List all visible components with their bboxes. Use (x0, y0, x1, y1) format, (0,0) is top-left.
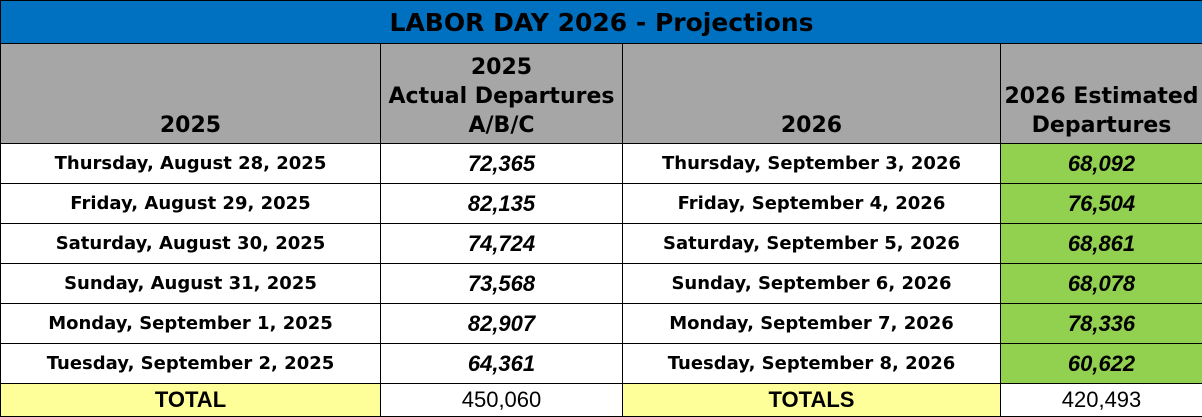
date-cell: Friday, September 4, 2026 (623, 184, 1001, 224)
total-label: TOTAL (1, 384, 381, 417)
date-cell: Monday, September 7, 2026 (623, 304, 1001, 344)
date-cell: Thursday, September 3, 2026 (623, 144, 1001, 184)
header-line: 2025 (381, 53, 622, 82)
table-title: LABOR DAY 2026 - Projections (1, 1, 1202, 44)
departures-cell: 76,504 (1001, 184, 1202, 224)
header-cell: 2025 (1, 44, 381, 144)
total-value: 420,493 (1001, 384, 1202, 417)
departures-cell: 72,365 (381, 144, 623, 184)
date-cell: Monday, September 1, 2025 (1, 304, 381, 344)
departures-cell: 78,336 (1001, 304, 1202, 344)
date-cell: Saturday, September 5, 2026 (623, 224, 1001, 264)
header-line: Actual Departures (381, 82, 622, 111)
departures-cell: 74,724 (381, 224, 623, 264)
header-line: 2026 (623, 111, 1000, 140)
date-cell: Sunday, August 31, 2025 (1, 264, 381, 304)
header-line: 2025 (1, 111, 380, 140)
date-cell: Friday, August 29, 2025 (1, 184, 381, 224)
date-cell: Saturday, August 30, 2025 (1, 224, 381, 264)
header-line: A/B/C (381, 111, 622, 140)
date-cell: Tuesday, September 2, 2025 (1, 344, 381, 384)
title-row: LABOR DAY 2026 - Projections (1, 1, 1202, 44)
departures-cell: 68,861 (1001, 224, 1202, 264)
header-line: Departures (1001, 111, 1202, 140)
departures-cell: 60,622 (1001, 344, 1202, 384)
header-cell: 2026 (623, 44, 1001, 144)
departures-cell: 82,907 (381, 304, 623, 344)
date-cell: Sunday, September 6, 2026 (623, 264, 1001, 304)
departures-cell: 73,568 (381, 264, 623, 304)
total-value: 450,060 (381, 384, 623, 417)
departures-cell: 68,078 (1001, 264, 1202, 304)
header-line: 2026 Estimated (1001, 82, 1202, 111)
total-label: TOTALS (623, 384, 1001, 417)
date-cell: Tuesday, September 8, 2026 (623, 344, 1001, 384)
date-cell: Thursday, August 28, 2025 (1, 144, 381, 184)
departures-cell: 82,135 (381, 184, 623, 224)
departures-cell: 64,361 (381, 344, 623, 384)
departures-cell: 68,092 (1001, 144, 1202, 184)
